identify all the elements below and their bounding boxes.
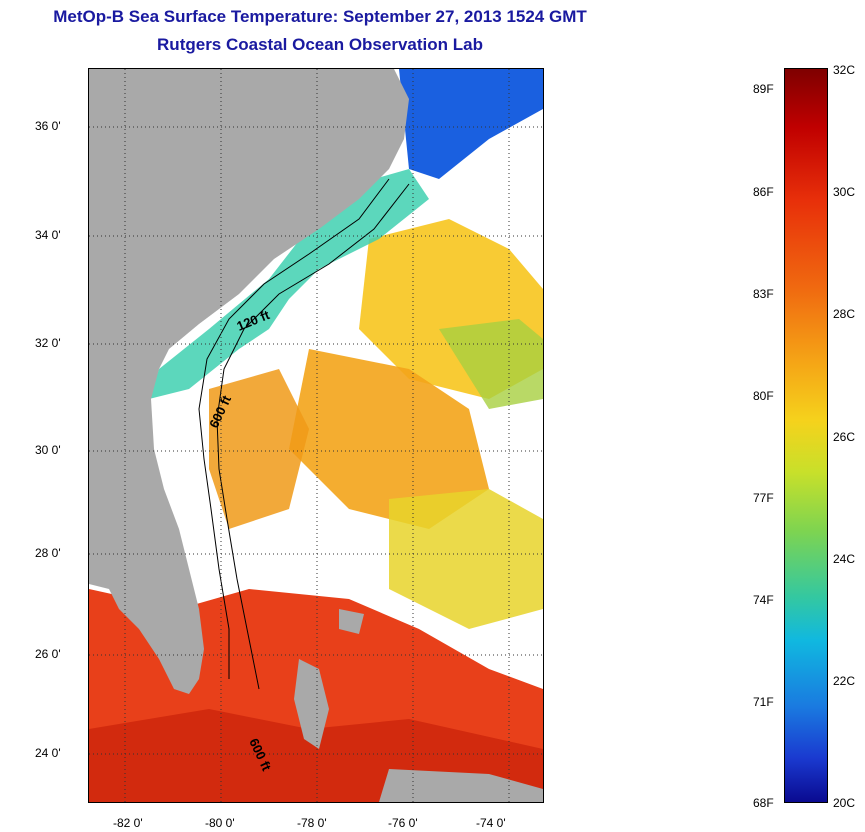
colorbar-c-label: 30C: [833, 185, 856, 199]
colorbar-f-label: 83F: [753, 287, 774, 301]
land-cuba-edge: [379, 769, 543, 802]
map-title: MetOp-B Sea Surface Temperature: Septemb…: [53, 7, 587, 26]
colorbar-f-label: 86F: [753, 185, 774, 199]
lat-label: 28 0': [35, 546, 61, 560]
colorbar-c-label: 22C: [833, 674, 856, 688]
lat-label: 26 0': [35, 647, 61, 661]
land-andros: [294, 659, 329, 749]
lon-label: -82 0': [113, 816, 143, 830]
colorbar-c-label: 24C: [833, 552, 856, 566]
cool-water-coastal: [149, 169, 429, 399]
lon-label: -78 0': [297, 816, 327, 830]
sst-patch-offshore-3: [389, 489, 543, 629]
colorbar-c-label: 26C: [833, 430, 856, 444]
colorbar-c-label: 32C: [833, 63, 856, 77]
lat-label: 34 0': [35, 228, 61, 242]
sst-patch-offshore-4: [209, 369, 309, 529]
land-abaco: [339, 609, 364, 634]
colorbar-f-label: 71F: [753, 695, 774, 709]
contour-120ft: [198, 178, 390, 679]
colorbar-c-label: 20C: [833, 796, 856, 810]
colorbar-f-label: 68F: [753, 796, 774, 810]
sst-map-canvas: 120 ft 600 ft 600 ft: [89, 69, 543, 802]
map-subtitle: Rutgers Coastal Ocean Observation Lab: [157, 35, 483, 54]
colorbar-f-label: 80F: [753, 389, 774, 403]
sst-patch-offshore-2: [289, 349, 489, 529]
lat-label: 30 0': [35, 443, 61, 457]
lon-label: -80 0': [205, 816, 235, 830]
lon-label: -74 0': [476, 816, 506, 830]
lat-label: 32 0': [35, 336, 61, 350]
land-mainland: [89, 69, 409, 694]
colorbar-c-label: 28C: [833, 307, 856, 321]
sst-patch-green: [439, 319, 543, 409]
lat-label: 36 0': [35, 119, 61, 133]
cool-water-north: [399, 69, 543, 179]
colorbar-f-label: 77F: [753, 491, 774, 505]
temperature-colorbar: [784, 68, 828, 803]
lat-label: 24 0': [35, 746, 61, 760]
sst-map: 120 ft 600 ft 600 ft: [88, 68, 544, 803]
colorbar-f-label: 74F: [753, 593, 774, 607]
lon-label: -76 0': [388, 816, 418, 830]
colorbar-f-label: 89F: [753, 82, 774, 96]
